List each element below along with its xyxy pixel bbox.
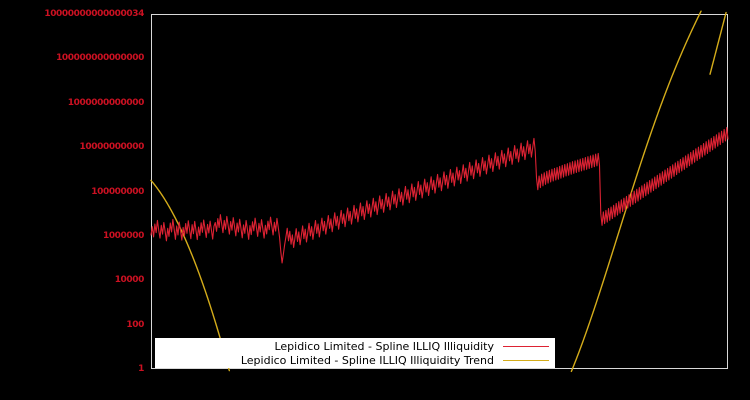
y-axis-tick-label: 10000	[114, 275, 145, 286]
legend-swatch-illiquidity	[503, 345, 549, 347]
legend-label-trend: Lepidico Limited - Spline ILLIQ Illiquid…	[240, 353, 494, 367]
y-axis-tick-label: 1000000000000	[67, 97, 145, 108]
y-axis-tick-label: 1	[138, 364, 144, 374]
y-axis-tick-label: 100000000000000	[56, 53, 144, 64]
chart-legend[interactable]: Lepidico Limited - Spline ILLIQ Illiquid…	[155, 338, 555, 368]
y-axis-tick-labels: 1 100 10000 1000000 100000000 10000000000 1000…	[0, 0, 151, 400]
y-axis-tick-label: 1000000	[102, 230, 144, 241]
legend-label-illiquidity: Lepidico Limited - Spline ILLIQ Illiquid…	[274, 339, 494, 353]
legend-entry-illiquidity[interactable]: Lepidico Limited - Spline ILLIQ Illiquid…	[155, 339, 555, 353]
legend-entry-trend[interactable]: Lepidico Limited - Spline ILLIQ Illiquid…	[155, 353, 555, 367]
legend-swatch-trend	[503, 359, 549, 361]
y-axis-tick-label: 100000000	[91, 186, 144, 197]
plot-area-frame	[151, 14, 728, 369]
y-axis-tick-label: 10000000000000034	[44, 9, 144, 19]
y-axis-tick-label: 100	[126, 319, 144, 330]
y-axis-tick-label: 10000000000	[79, 142, 145, 153]
